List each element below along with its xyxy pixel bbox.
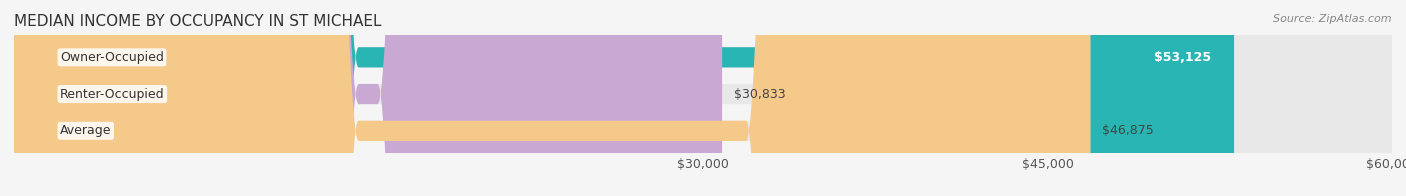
Text: MEDIAN INCOME BY OCCUPANCY IN ST MICHAEL: MEDIAN INCOME BY OCCUPANCY IN ST MICHAEL: [14, 14, 381, 29]
FancyBboxPatch shape: [14, 0, 1392, 196]
Text: Renter-Occupied: Renter-Occupied: [60, 88, 165, 101]
Text: $53,125: $53,125: [1154, 51, 1211, 64]
Text: $30,833: $30,833: [734, 88, 785, 101]
FancyBboxPatch shape: [14, 0, 1392, 196]
FancyBboxPatch shape: [14, 0, 1234, 196]
FancyBboxPatch shape: [14, 0, 723, 196]
FancyBboxPatch shape: [14, 0, 1392, 196]
Text: Average: Average: [60, 124, 111, 137]
FancyBboxPatch shape: [14, 0, 1091, 196]
Text: Owner-Occupied: Owner-Occupied: [60, 51, 165, 64]
Text: Source: ZipAtlas.com: Source: ZipAtlas.com: [1274, 14, 1392, 24]
Text: $46,875: $46,875: [1102, 124, 1154, 137]
